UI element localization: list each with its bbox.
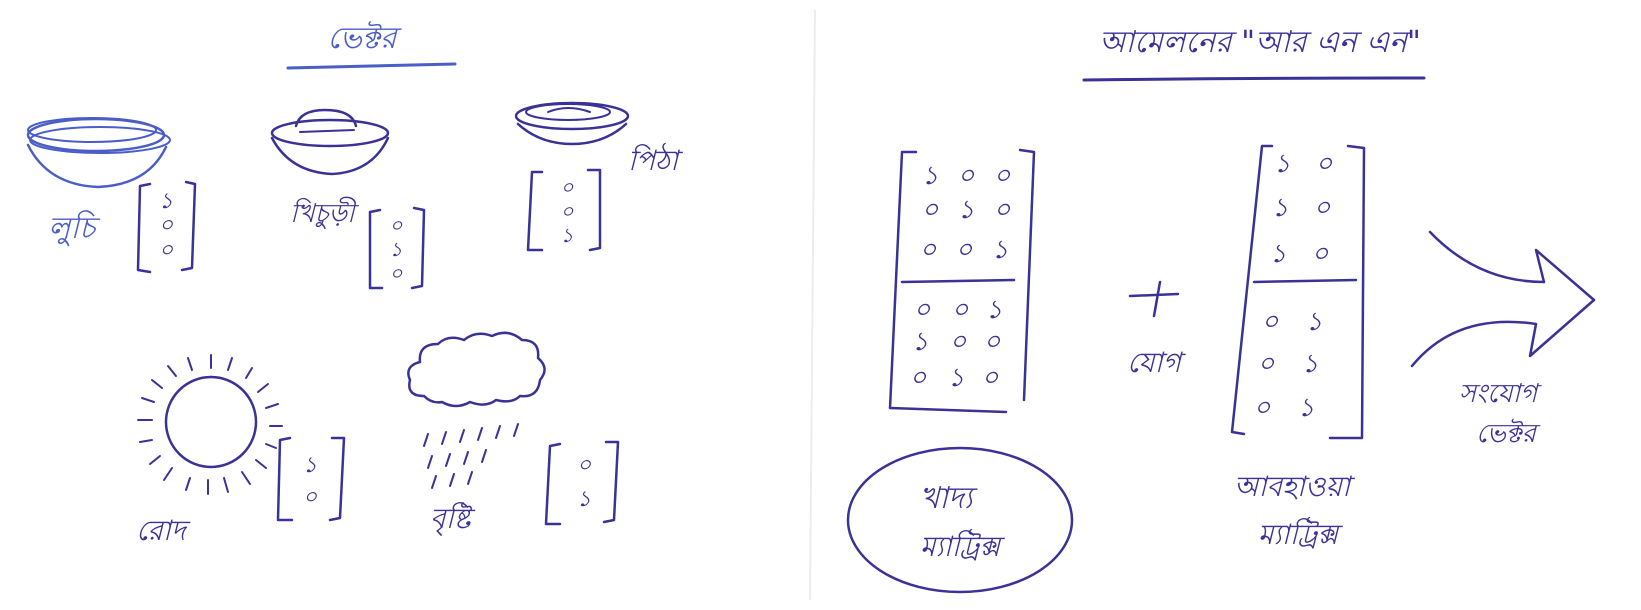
food-matrix-cell: ১	[992, 235, 1009, 265]
khichuri-bowl-icon	[270, 108, 390, 176]
brishti-label: বৃষ্টি	[430, 501, 476, 537]
brishti-group: বৃষ্টি ০ ১	[407, 331, 620, 537]
khichuri-vector-value: ০	[389, 213, 403, 237]
left-panel: ভেক্টর লুচি ১ ০ ০	[26, 21, 684, 547]
pitha-vector-value: ০	[560, 199, 574, 223]
luchi-group: লুচি ১ ০ ০	[26, 117, 197, 274]
food-matrix-cell: ০	[994, 195, 1011, 225]
food-matrix-cells: ১ ০ ০ ০ ১ ০ ০ ০ ১ ০ ০ ১ ১ ০ ০ ০ ১ ০	[910, 161, 1011, 393]
left-title-underline	[286, 62, 457, 70]
result-label-line2: ভেক্টর	[1476, 418, 1541, 449]
rod-vector: ১ ০	[276, 436, 346, 522]
weather-caption-line2: ম্যাট্রিক্স	[1258, 516, 1344, 551]
khichuri-group: খিচুড়ী ০ ১ ০	[270, 108, 426, 290]
luchi-vector-value: ০	[159, 238, 174, 263]
pitha-label: পিঠা	[628, 142, 684, 177]
weather-matrix-cell: ১	[1272, 193, 1289, 223]
food-matrix-cell: ১	[986, 295, 1003, 325]
pitha-plate-icon	[514, 101, 630, 146]
pitha-vector-value: ০	[560, 175, 574, 199]
right-title: আমেলনের "আর এন এন"	[1099, 25, 1421, 60]
arrow-right-icon	[1410, 230, 1596, 368]
caption-ellipse	[846, 446, 1074, 594]
weather-matrix-cell: ০	[1262, 307, 1279, 337]
food-caption-line2: ম্যাট্রিক্স	[920, 528, 1006, 563]
weather-matrix-left-bracket	[1230, 144, 1274, 436]
food-matrix-cell: ১	[948, 363, 965, 393]
luchi-vector: ১ ০ ০	[136, 180, 197, 274]
plus-icon	[1128, 280, 1180, 318]
food-matrix-cell: ০	[910, 363, 927, 393]
weather-matrix-cell: ১	[1270, 239, 1287, 269]
khichuri-vector: ০ ১ ০	[368, 206, 426, 290]
pitha-vector-value: ১	[561, 223, 574, 247]
khichuri-vector-value: ১	[390, 237, 403, 261]
right-panel: আমেলনের "আর এন এন" ১ ০ ০ ০ ১ ০ ০ ০ ১ ০ ০…	[846, 25, 1596, 594]
brishti-vector-value: ১	[577, 487, 591, 512]
right-title-underline	[1082, 76, 1426, 82]
brishti-vector-value: ০	[577, 453, 592, 478]
food-matrix-cell: ১	[958, 195, 975, 225]
weather-matrix-cell: ০	[1312, 239, 1329, 269]
weather-matrix-cell: ০	[1314, 193, 1331, 223]
food-matrix-cell: ০	[956, 235, 973, 265]
pitha-vector: ০ ০ ১	[526, 168, 602, 252]
rod-vector-value: ০	[303, 485, 318, 510]
food-matrix-cell: ১	[922, 161, 939, 191]
weather-matrix-cell: ১	[1302, 349, 1319, 379]
weather-matrix: ১ ০ ১ ০ ১ ০ ০ ১ ০ ১ ০ ১	[1230, 144, 1366, 440]
weather-matrix-cell: ০	[1254, 393, 1271, 423]
result-label: সংযোগ ভেক্টর	[1459, 379, 1542, 449]
food-caption-line1: খাদ্য	[920, 481, 978, 516]
khichuri-label: খিচুড়ী	[290, 196, 360, 230]
food-matrix-left-bracket	[888, 150, 1008, 414]
plus-operator: যোগ	[1127, 280, 1187, 379]
left-title: ভেক্টর	[327, 21, 402, 56]
luchi-vector-value: ১	[159, 189, 173, 214]
food-matrix-cell: ০	[982, 363, 999, 393]
weather-matrix-right-bracket	[1328, 144, 1366, 440]
food-matrix-divider	[900, 278, 1016, 284]
weather-matrix-cell: ১	[1298, 393, 1315, 423]
rod-group: রোদ ১ ০	[136, 354, 346, 547]
pitha-group: পিঠা ০ ০ ১	[514, 101, 684, 252]
luchi-label: লুচি	[48, 210, 101, 247]
luchi-bowl-icon	[26, 117, 171, 189]
brishti-vector: ০ ১	[544, 440, 620, 526]
food-matrix-cell: ০	[950, 327, 967, 357]
result-label-line1: সংযোগ	[1459, 379, 1542, 409]
weather-matrix-cell: ১	[1274, 149, 1291, 179]
food-matrix: ১ ০ ০ ০ ১ ০ ০ ০ ১ ০ ০ ১ ১ ০ ০ ০ ১ ০	[888, 148, 1036, 414]
luchi-vector-value: ০	[159, 213, 174, 238]
food-matrix-cell: ০	[952, 295, 969, 325]
weather-matrix-caption: আবহাওয়া ম্যাট্রিক্স	[1234, 470, 1356, 551]
food-matrix-cell: ০	[920, 235, 937, 265]
food-matrix-cell: ০	[958, 161, 975, 191]
weather-matrix-cells: ১ ০ ১ ০ ১ ০ ০ ১ ০ ১ ০ ১	[1254, 149, 1333, 423]
rod-label: রোদ	[136, 514, 191, 547]
weather-matrix-cell: ০	[1258, 349, 1275, 379]
plus-label: যোগ	[1127, 346, 1187, 379]
weather-matrix-divider	[1252, 278, 1358, 284]
food-matrix-cell: ১	[912, 327, 929, 357]
food-matrix-cell: ০	[994, 161, 1011, 191]
food-matrix-cell: ০	[922, 195, 939, 225]
weather-caption-line1: আবহাওয়া	[1234, 470, 1356, 503]
rain-cloud-icon	[407, 331, 546, 489]
khichuri-vector-value: ০	[389, 261, 403, 285]
food-matrix-right-bracket	[1018, 148, 1036, 402]
weather-matrix-cell: ১	[1306, 307, 1323, 337]
page-fold	[809, 9, 816, 601]
weather-matrix-cell: ০	[1316, 149, 1333, 179]
rod-vector-value: ১	[303, 453, 317, 478]
food-matrix-caption: খাদ্য ম্যাট্রিক্স	[846, 446, 1074, 594]
food-matrix-cell: ০	[914, 295, 931, 325]
food-matrix-cell: ০	[984, 327, 1001, 357]
sun-icon	[137, 354, 283, 495]
